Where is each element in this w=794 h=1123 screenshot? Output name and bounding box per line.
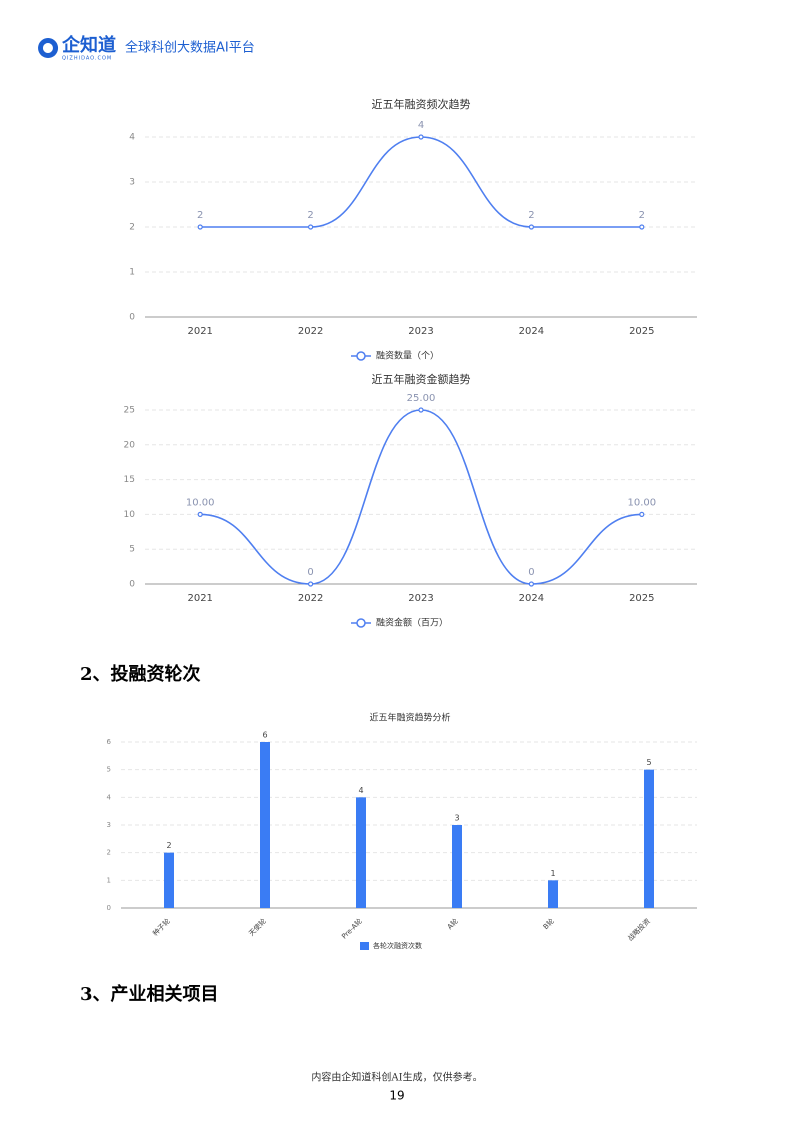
point	[528, 224, 535, 230]
x-tick-label: 2022	[298, 326, 323, 337]
point	[418, 407, 424, 413]
x-tick-label: A轮	[445, 916, 460, 931]
section-title: 2、投融资轮次	[80, 663, 201, 685]
data-label: 2	[166, 841, 171, 850]
slogan: 全球科创大数据AI平台	[125, 40, 255, 56]
bar	[452, 825, 462, 908]
y-tick-label: 3	[129, 178, 135, 188]
y-tick-label: 20	[124, 440, 136, 450]
chart: 近五年融资频次趋势 0 1 2 3 4 2021 2022 2023 2024 2025 2 2 4 2 2 融…	[129, 97, 697, 362]
bar	[548, 880, 558, 908]
y-tick-label: 10	[124, 510, 136, 520]
bar	[260, 742, 270, 908]
point	[197, 224, 203, 230]
y-tick-label: 4	[107, 793, 112, 801]
chart-title: 近五年融资频次趋势	[372, 97, 471, 111]
x-tick-label: 战略投资	[626, 916, 652, 942]
x-tick-label: 2021	[187, 593, 212, 604]
line	[200, 409, 642, 585]
x-tick-label: 2022	[298, 593, 323, 604]
legend-marker	[360, 942, 369, 950]
data-label: 3	[454, 814, 459, 823]
y-tick-label: 3	[107, 821, 111, 829]
y-tick-label: 15	[124, 475, 135, 485]
y-tick-label: 6	[107, 738, 112, 746]
x-tick-label: 2023	[408, 593, 433, 604]
x-tick-label: Pre-A轮	[340, 916, 364, 940]
y-tick-label: 25	[124, 406, 135, 416]
data-label: 1	[550, 869, 555, 878]
point	[308, 224, 314, 230]
data-label: 2	[307, 210, 313, 221]
x-tick-label: 种子轮	[151, 916, 172, 937]
data-label: 2	[528, 210, 534, 221]
data-label: 0	[307, 567, 313, 578]
y-tick-label: 2	[129, 223, 135, 233]
logo-sub: QIZHIDAO.COM	[62, 56, 112, 62]
x-tick-label: B轮	[541, 916, 556, 931]
x-tick-label: 2025	[629, 326, 654, 337]
page-number: 19	[389, 1089, 404, 1103]
bar	[644, 769, 654, 908]
x-tick-label: 2024	[519, 326, 544, 337]
y-tick-label: 1	[107, 876, 111, 884]
legend-marker	[356, 351, 366, 361]
legend-label: 融资金额（百万）	[376, 617, 448, 629]
y-tick-label: 5	[107, 766, 111, 774]
x-tick-label: 2024	[519, 593, 544, 604]
chart-title: 近五年融资金额趋势	[372, 372, 471, 386]
data-label: 10.00	[186, 497, 215, 508]
y-tick-label: 0	[129, 313, 135, 323]
point	[418, 134, 424, 140]
legend-label: 各轮次融资次数	[373, 941, 422, 950]
data-label: 5	[646, 758, 651, 767]
y-tick-label: 5	[129, 545, 135, 555]
chart: 近五年融资趋势分析 0 1 2 3 4 5 6 种子轮 天使轮 Pre-A轮 A轮 B轮 战略投资 2 6 4 3…	[107, 712, 697, 950]
y-tick-label: 2	[107, 849, 111, 857]
data-label: 6	[262, 731, 267, 740]
data-label: 4	[418, 120, 424, 131]
x-tick-label: 2023	[408, 326, 433, 337]
y-tick-label: 4	[129, 133, 135, 143]
bar	[356, 797, 366, 908]
x-tick-label: 2025	[629, 593, 654, 604]
data-label: 4	[358, 786, 363, 795]
data-label: 25.00	[407, 393, 436, 404]
data-label: 0	[528, 567, 534, 578]
data-label: 10.00	[627, 497, 656, 508]
point	[197, 511, 203, 518]
logo-text: 企知道	[61, 34, 116, 56]
legend-marker	[356, 618, 366, 628]
y-tick-label: 0	[107, 904, 111, 912]
footer-note: 内容由企知道科创AI生成，仅供参考。	[311, 1071, 482, 1084]
logo-icon	[38, 38, 59, 58]
x-tick-label: 天使轮	[247, 916, 268, 937]
chart-title: 近五年融资趋势分析	[369, 712, 450, 724]
y-tick-label: 1	[129, 268, 135, 278]
data-label: 2	[639, 210, 645, 221]
point	[528, 581, 535, 587]
point	[639, 224, 645, 230]
y-tick-label: 0	[129, 580, 135, 590]
x-tick-label: 2021	[187, 326, 212, 337]
header: 企知道 QIZHIDAO.COM 全球科创大数据AI平台	[38, 34, 255, 62]
section-title: 3、产业相关项目	[80, 983, 219, 1005]
bar	[164, 852, 174, 908]
point	[639, 511, 645, 518]
legend-label: 融资数量（个）	[376, 350, 439, 362]
point	[308, 581, 314, 587]
data-label: 2	[197, 210, 203, 221]
